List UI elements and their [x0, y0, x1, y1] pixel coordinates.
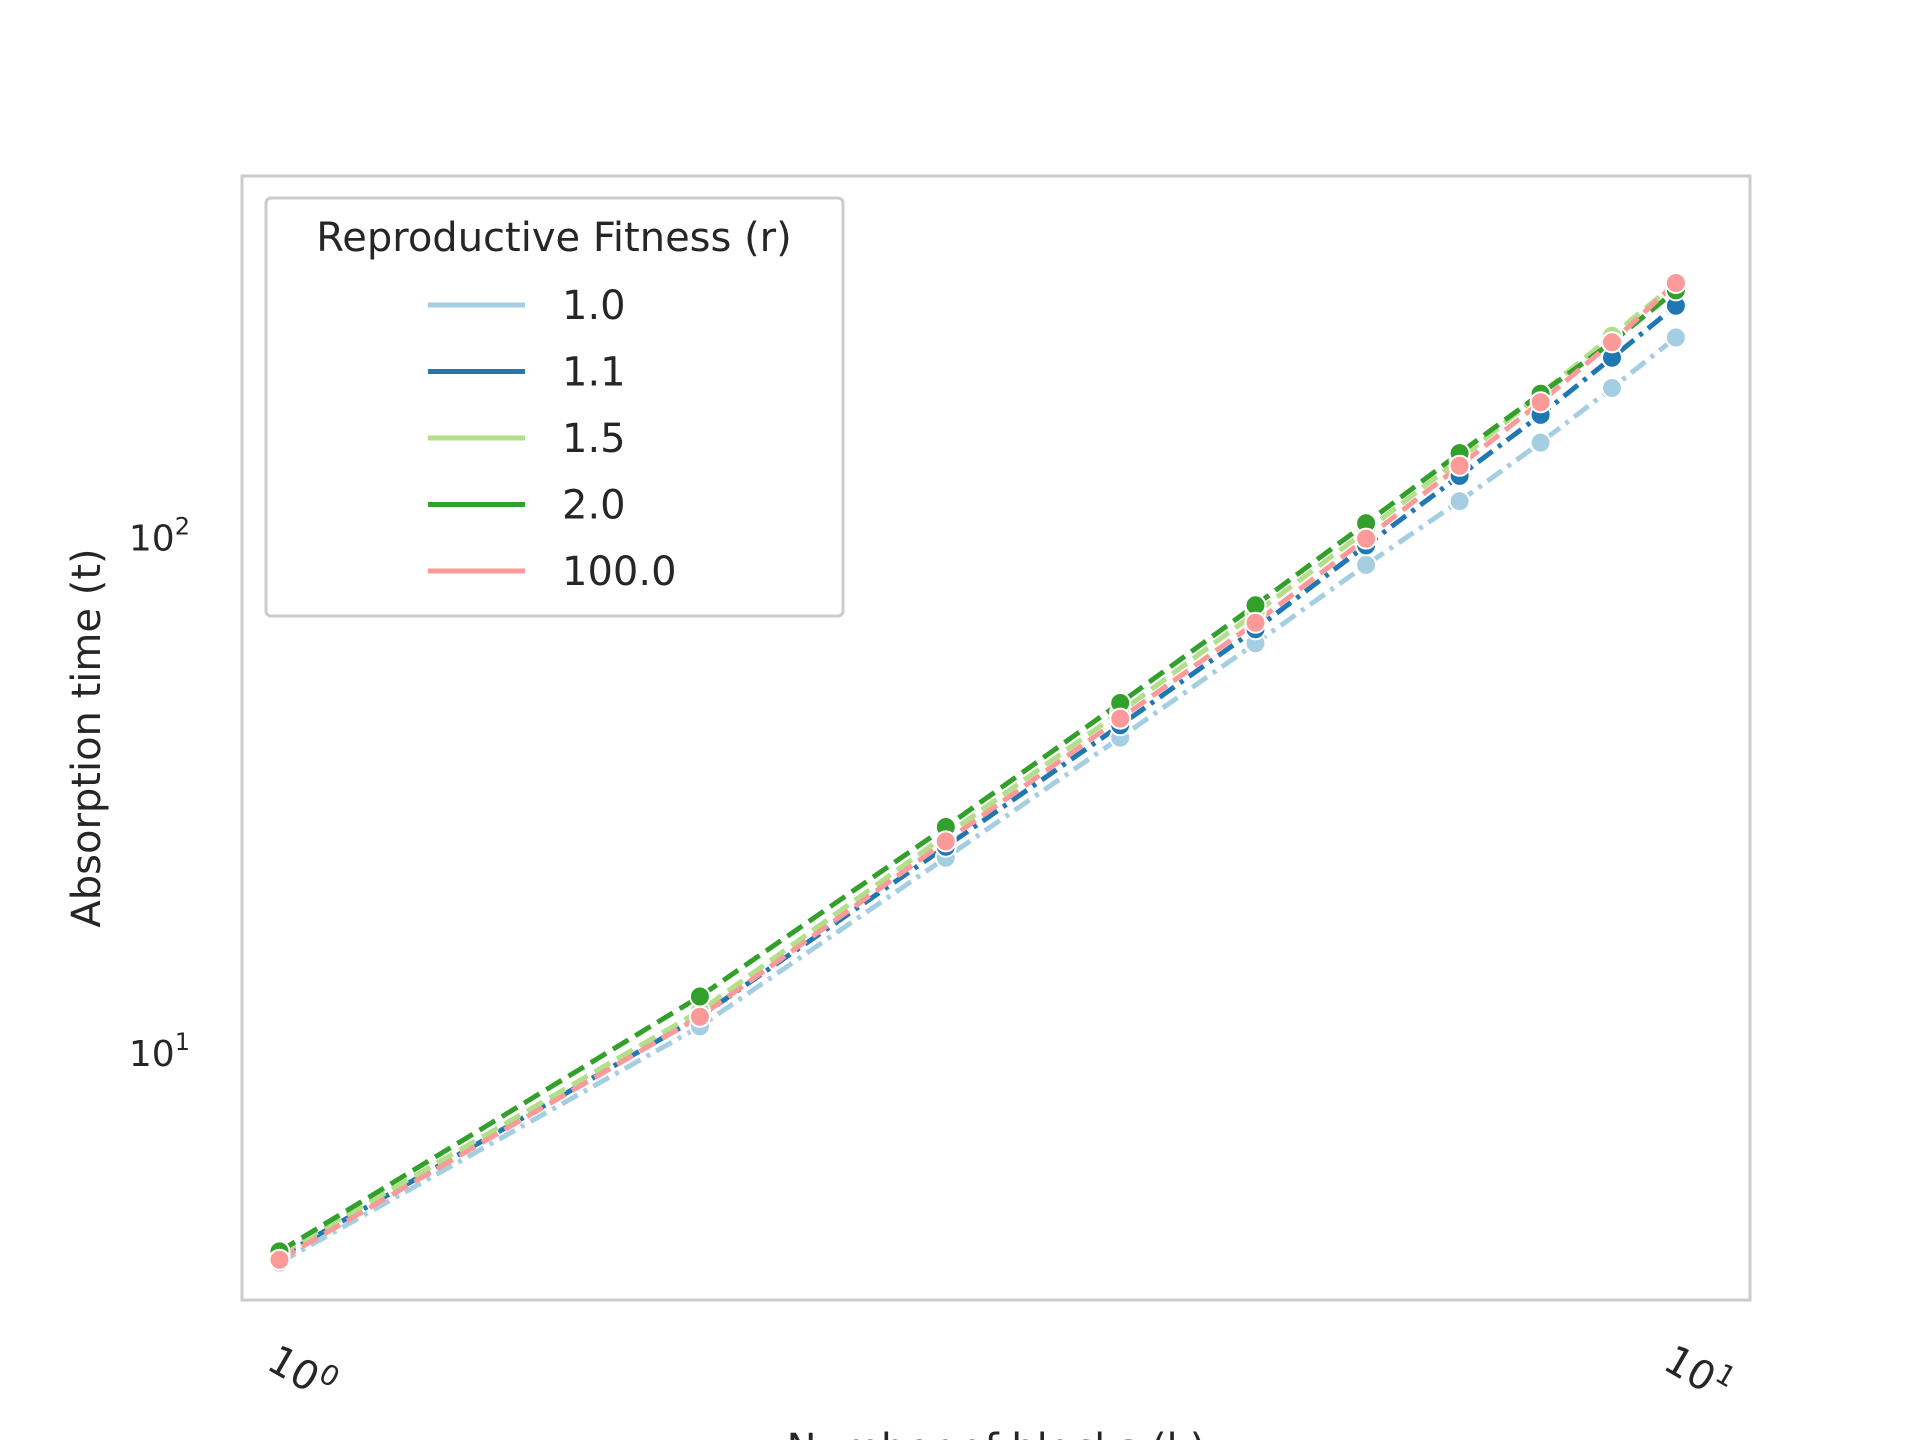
data-point-100-0-1 — [268, 1248, 291, 1271]
data-point-100-0-9 — [1601, 331, 1623, 354]
series-line-1-0 — [278, 335, 1678, 1265]
series-line-2-0 — [278, 288, 1678, 1254]
data-point-100-0-7 — [1448, 454, 1471, 477]
legend-label-1-5: 1.5 — [562, 416, 626, 462]
legend-label-2-0: 2.0 — [562, 483, 626, 529]
series-line-1-1 — [278, 303, 1678, 1260]
data-point-1-0-10 — [1664, 326, 1687, 349]
legend: Reproductive Fitness (r) 1.0 1.1 1.5 2.0 100… — [264, 196, 845, 618]
data-point-100-0-3 — [934, 830, 957, 853]
legend-title: Reproductive Fitness (r) — [316, 215, 791, 261]
x-tick-label-10: 101 — [1656, 1331, 1742, 1410]
y-axis-title: Absorption time (t) — [64, 548, 110, 927]
legend-label-1-0: 1.0 — [562, 283, 626, 329]
data-point-2-0-2 — [688, 985, 711, 1008]
series-markers — [268, 272, 1687, 1274]
series-line-100-0 — [278, 281, 1678, 1262]
data-point-100-0-6 — [1355, 527, 1378, 550]
y-tick-label-10: 101 — [129, 1028, 190, 1075]
legend-entries: 1.0 1.1 1.5 2.0 100.0 — [428, 283, 677, 595]
x-tick-label-1: 100 — [260, 1331, 346, 1410]
legend-label-100-0: 100.0 — [562, 549, 677, 595]
x-axis-title: Number of blocks (k) — [787, 1426, 1206, 1440]
y-tick-label-100: 102 — [129, 512, 190, 559]
data-point-100-0-8 — [1529, 391, 1552, 414]
data-point-1-0-8 — [1529, 431, 1552, 454]
data-point-100-0-5 — [1244, 611, 1267, 634]
legend-label-1-1: 1.1 — [562, 350, 626, 396]
series-lines — [278, 281, 1678, 1265]
data-point-1-0-9 — [1601, 377, 1623, 399]
series-line-1-5 — [278, 281, 1678, 1257]
data-point-100-0-10 — [1664, 272, 1687, 294]
legend-box — [264, 196, 845, 618]
data-point-100-0-2 — [688, 1005, 711, 1028]
data-point-1-0-6 — [1355, 553, 1378, 576]
data-point-100-0-4 — [1109, 707, 1132, 730]
data-point-1-0-7 — [1448, 490, 1471, 513]
